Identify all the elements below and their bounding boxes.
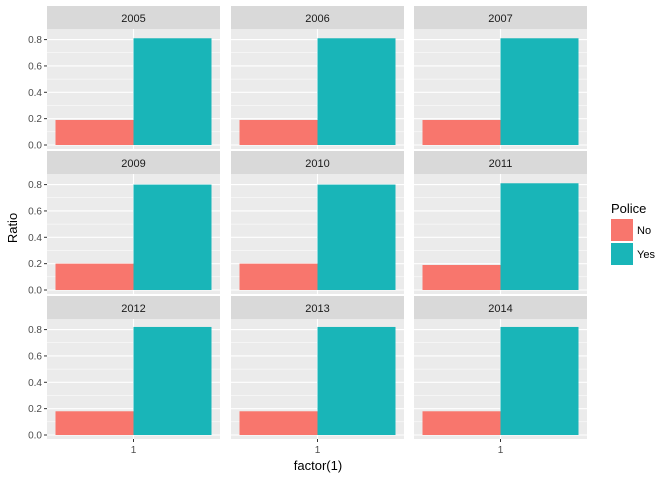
bar-no-2013 — [239, 411, 318, 435]
y-tick-label: 0.0 — [28, 141, 42, 152]
y-tick-label: 0.8 — [28, 180, 42, 191]
bar-no-2005 — [55, 119, 134, 145]
bar-yes-2010 — [317, 184, 396, 290]
facet-strip — [231, 151, 404, 174]
facet-strip-label: 2010 — [305, 158, 329, 170]
bar-no-2014 — [422, 411, 501, 435]
facet-strip-label: 2012 — [121, 303, 145, 315]
y-tick-label: 0.6 — [28, 206, 42, 217]
facet-panel-2012: 2012 0.0 0.2 0.4 0.6 0.8 1 — [28, 296, 220, 456]
y-tick-label: 0.4 — [28, 88, 42, 99]
facet-strip — [414, 296, 587, 319]
bar-yes-2012 — [133, 326, 212, 435]
facet-strip — [47, 6, 220, 29]
bar-yes-2006 — [317, 38, 396, 146]
legend-label-yes: Yes — [637, 249, 655, 261]
facet-strip-label: 2006 — [305, 13, 329, 25]
x-tick-label: 1 — [131, 445, 137, 456]
facet-strip — [231, 296, 404, 319]
x-tick-label: 1 — [315, 445, 321, 456]
bar-no-2007 — [422, 119, 501, 145]
legend: Police No Yes — [611, 201, 655, 265]
facet-panel-2010: 2010 — [231, 151, 404, 294]
y-tick-label: 0.8 — [28, 325, 42, 336]
bar-yes-2013 — [317, 326, 396, 435]
y-tick-label: 0.2 — [28, 259, 42, 270]
facet-panel-2009: 2009 0.0 0.2 0.4 0.6 0.8 — [28, 151, 220, 297]
facet-strip-label: 2011 — [489, 158, 513, 170]
facet-panel-2005: 2005 0.0 0.2 0.4 0.6 0.8 — [28, 6, 220, 152]
facet-strip — [414, 6, 587, 29]
x-axis-title: factor(1) — [294, 458, 342, 473]
bar-yes-2007 — [500, 38, 579, 146]
legend-key-no — [611, 219, 633, 241]
y-tick-label: 0.0 — [28, 286, 42, 297]
bar-yes-2009 — [133, 184, 212, 290]
y-tick-label: 0.8 — [28, 35, 42, 46]
y-tick-label: 0.0 — [28, 431, 42, 442]
y-tick-label: 0.4 — [28, 233, 42, 244]
facet-panel-2007: 2007 — [414, 6, 587, 149]
x-tick-label: 1 — [498, 445, 504, 456]
facet-strip-label: 2007 — [488, 13, 512, 25]
bar-no-2010 — [239, 263, 318, 290]
bar-no-2011 — [422, 264, 501, 290]
panels-layer: 2005 0.0 0.2 0.4 0.6 0.8 2006 2007 2009 0.0 0.2 0.4… — [28, 6, 587, 456]
bar-yes-2014 — [500, 326, 579, 435]
bar-no-2006 — [239, 119, 318, 145]
facet-strip — [47, 151, 220, 174]
y-tick-label: 0.2 — [28, 114, 42, 125]
y-axis-title: Ratio — [5, 213, 20, 243]
bar-no-2012 — [55, 411, 134, 435]
facet-strip-label: 2013 — [305, 303, 329, 315]
legend-label-no: No — [637, 225, 651, 237]
y-tick-label: 0.2 — [28, 404, 42, 415]
legend-key-yes — [611, 243, 633, 265]
facet-panel-2011: 2011 — [414, 151, 587, 294]
facet-strip-label: 2009 — [121, 158, 145, 170]
y-tick-label: 0.6 — [28, 351, 42, 362]
facet-strip — [414, 151, 587, 174]
facet-strip — [47, 296, 220, 319]
y-tick-label: 0.4 — [28, 378, 42, 389]
facet-panel-2013: 2013 1 — [231, 296, 404, 456]
y-tick-label: 0.6 — [28, 61, 42, 72]
bar-no-2009 — [55, 263, 134, 290]
facet-strip — [231, 6, 404, 29]
legend-title: Police — [611, 201, 646, 216]
facet-panel-2006: 2006 — [231, 6, 404, 149]
facet-panel-2014: 2014 1 — [414, 296, 587, 456]
bar-yes-2011 — [500, 183, 579, 290]
bar-yes-2005 — [133, 38, 212, 146]
facet-strip-label: 2014 — [488, 303, 512, 315]
facet-strip-label: 2005 — [121, 13, 145, 25]
